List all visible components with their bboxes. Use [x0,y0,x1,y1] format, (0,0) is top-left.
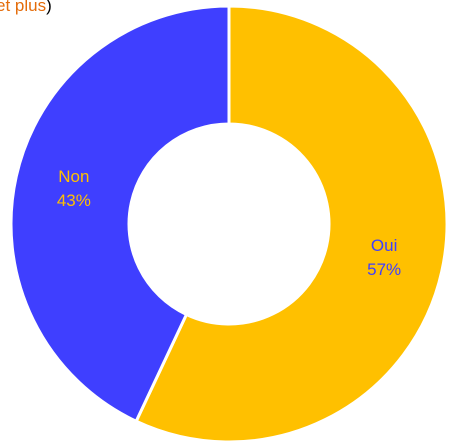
slice-category-label: Oui [371,236,397,255]
donut-slice [134,4,449,444]
slice-value-label: 57% [367,260,401,279]
slice-category-label: Non [58,167,89,186]
slice-value-label: 43% [57,191,91,210]
title-part: et plus [0,0,46,15]
donut-slice [9,4,231,424]
title-part: ) [46,0,52,15]
chart-title: et plus) [0,0,52,15]
